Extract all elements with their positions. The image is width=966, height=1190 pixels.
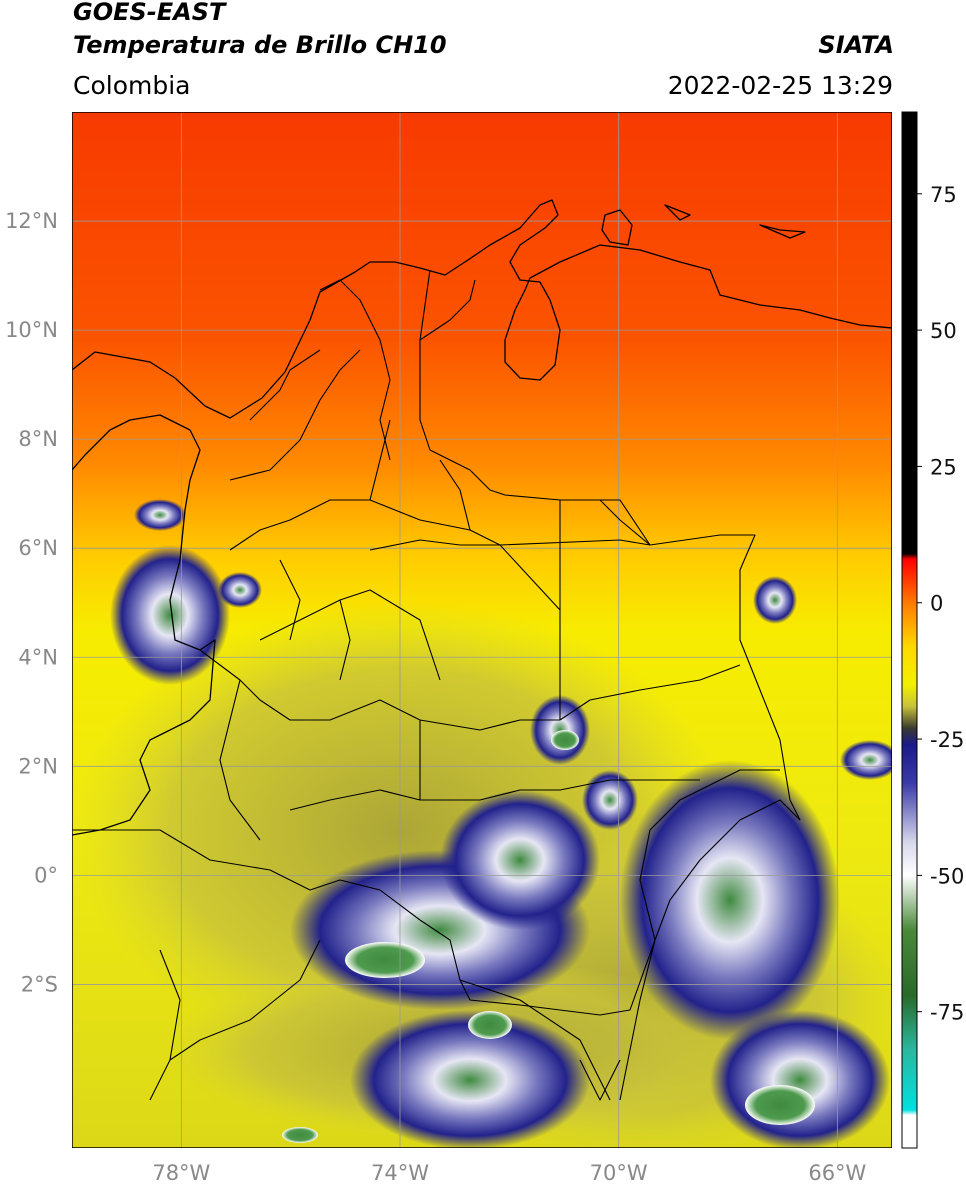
dept-casanare — [499, 539, 651, 546]
border-peru-brazil-east — [459, 979, 611, 1101]
cloud-cluster-pacific — [110, 545, 230, 685]
colorbar-tick-labels: 75 50 25 0 -25 -50 -75 — [917, 183, 964, 1025]
lon-tick-labels: 78°W 74°W 70°W 66°W — [152, 1161, 866, 1185]
dept-cordoba — [229, 349, 361, 481]
dept-vichada-south — [559, 664, 741, 721]
dept-caldas — [279, 559, 301, 641]
cloud-cluster-venezuela — [753, 576, 797, 624]
lat-tick-labels: 12°N 10°N 8°N 6°N 4°N 2°N 0° 2°S — [5, 209, 58, 996]
dept-sucre — [249, 349, 321, 421]
border-brazil-north — [654, 799, 801, 941]
cold-core-1 — [345, 942, 425, 978]
cloud-cluster-small — [218, 572, 262, 608]
lat-tick-label: 0° — [34, 863, 58, 887]
dept-bolivar — [319, 279, 391, 461]
border-peru-brazil — [619, 939, 656, 1101]
border-arauca — [599, 499, 651, 546]
colorbar-tick-label: -25 — [930, 728, 964, 752]
island-small — [664, 204, 691, 221]
lat-tick-label: 10°N — [5, 318, 58, 342]
product-title: Temperatura de Brillo CH10 — [73, 31, 447, 59]
border-colombia-venezuela — [419, 269, 801, 821]
cloud-cluster-southeast — [710, 1010, 890, 1148]
lat-tick-label: 8°N — [18, 427, 58, 451]
colorbar-tick-label: -75 — [930, 1001, 964, 1025]
lat-tick-label: 6°N — [18, 536, 58, 560]
dept-antioquia-east — [229, 419, 391, 551]
cloud-cluster-far-east — [840, 740, 892, 780]
brand-label: SIATA — [818, 31, 894, 59]
colorbar-tick-label: 25 — [930, 455, 957, 479]
border-leticia — [579, 1059, 621, 1101]
colorbar-tick-label: -50 — [930, 864, 964, 888]
map-area — [72, 112, 892, 1148]
cloud-cluster-vaupes — [440, 790, 600, 930]
timestamp-label: 2022-02-25 13:29 — [667, 71, 893, 100]
cloud-cluster-amazon — [350, 1010, 590, 1148]
lat-tick-label: 12°N — [5, 209, 58, 233]
dept-tolima-south — [239, 679, 421, 721]
cold-core-5 — [282, 1127, 318, 1143]
lon-tick-label: 74°W — [371, 1161, 429, 1185]
dept-boyaca — [369, 499, 501, 546]
dept-guaviare-north — [419, 719, 560, 731]
island-aruba — [601, 209, 633, 246]
border-ecuador-peru-north — [169, 939, 321, 1061]
lat-tick-label: 2°S — [21, 972, 58, 996]
dept-meta — [369, 539, 561, 720]
cold-core-3 — [468, 1011, 512, 1039]
dept-cesar — [419, 279, 476, 341]
lon-tick-label: 78°W — [152, 1161, 210, 1185]
lon-tick-label: 70°W — [590, 1161, 648, 1185]
gridlines — [72, 112, 892, 1148]
panama-coast — [72, 414, 191, 471]
dept-huila — [259, 589, 441, 681]
colorbar-frame — [901, 111, 918, 1149]
cloud-cluster-east — [582, 770, 638, 830]
admin-borders — [72, 269, 801, 1101]
colorbar-tick-label: 0 — [930, 592, 943, 616]
cloud-cluster-brazil — [620, 760, 840, 1040]
cold-core-2 — [745, 1085, 815, 1125]
dept-cundinamarca — [339, 599, 351, 681]
satellite-title: GOES-EAST — [73, 0, 226, 26]
colorbar-tick-label: 50 — [930, 319, 957, 343]
dept-santander — [439, 459, 471, 531]
colorbar — [902, 112, 917, 1148]
lon-tick-label: 66°W — [808, 1161, 866, 1185]
caribbean-coast — [72, 199, 892, 419]
cloud-cluster-guaviare — [530, 695, 590, 765]
lat-tick-label: 2°N — [18, 754, 58, 778]
dept-caqueta-north — [289, 789, 421, 811]
dept-cauca — [199, 649, 261, 841]
coastlines — [72, 199, 892, 836]
border-colombia-south — [72, 769, 780, 1016]
island-margarita — [759, 224, 806, 239]
region-label: Colombia — [73, 71, 191, 100]
cloud-cluster-choco — [134, 499, 186, 531]
border-ecuador-peru — [149, 949, 181, 1101]
lat-tick-label: 4°N — [18, 645, 58, 669]
pacific-coast — [72, 429, 216, 836]
colorbar-tick-label: 75 — [930, 183, 957, 207]
cold-core-4 — [551, 730, 579, 750]
